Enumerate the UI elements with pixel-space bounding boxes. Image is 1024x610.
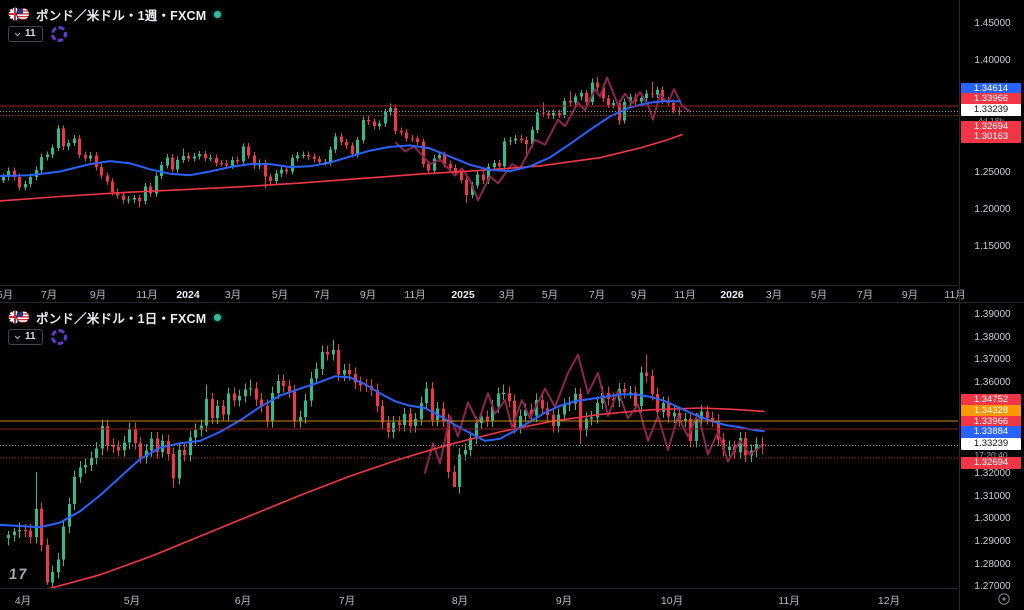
price-scale-divider [959, 0, 960, 610]
price-line-label: 1.33966 [961, 416, 1021, 428]
time-tick-label: 9月 [630, 289, 648, 301]
price-tick-label: 1.31000 [974, 491, 1011, 502]
indicator-count: 11 [25, 331, 36, 342]
time-tick-label: 3月 [224, 289, 242, 301]
time-tick-label: 11月 [674, 289, 696, 301]
daily-panel-header: ポンド／米ドル・1日・FXCM 11 [8, 309, 222, 345]
time-scale-weekly[interactable]: 5月 7月 9月 11月 2024 3月 5月 7月 9月 11月 2025 3月 5月 7月 9月 11月 2… [0, 285, 966, 303]
alert-price-label: 1.32694 [961, 121, 1021, 133]
indicator-count-button[interactable]: 11 [8, 329, 43, 345]
price-tick-label: 1.30000 [974, 513, 1011, 524]
market-open-status-icon [214, 10, 222, 18]
weekly-chart-canvas[interactable] [0, 0, 958, 284]
time-tick-label: 7月 [856, 289, 874, 301]
price-tick-label: 1.36000 [974, 377, 1011, 388]
price-scale[interactable]: 1.45000 1.40000 1.25000 1.20000 1.15000 1.390… [961, 0, 1024, 610]
ma-slow-value-label: 1.34752 [961, 394, 1021, 406]
time-tick-label: 3月 [498, 289, 516, 301]
symbol-title[interactable]: ポンド／米ドル・1日・FXCM [36, 311, 207, 326]
panel-divider[interactable] [0, 302, 1024, 303]
price-tick-label: 1.45000 [974, 18, 1011, 29]
ma-fast-value-label: 1.33884 [961, 426, 1021, 438]
time-tick-label: 4月 [14, 594, 32, 607]
price-tick-label: 1.15000 [974, 241, 1011, 252]
time-tick-label: 9月 [359, 289, 377, 301]
symbol-title[interactable]: ポンド／米ドル・1週・FXCM [36, 8, 207, 23]
time-tick-label: 12月 [877, 594, 901, 607]
price-tick-label: 1.39000 [974, 309, 1011, 320]
gbpusd-flags-icon [8, 310, 30, 324]
time-tick-label: 11月 [404, 289, 426, 301]
indicator-count: 11 [25, 28, 36, 39]
time-tick-label: 3月 [765, 289, 783, 301]
price-tick-label: 1.38000 [974, 332, 1011, 343]
countdown-label: 17:20:40 [961, 450, 1021, 460]
chevron-down-icon [14, 32, 21, 36]
alert-price-label: 1.32694 [961, 457, 1021, 469]
time-scale-daily[interactable]: 4月 5月 6月 7月 8月 9月 10月 11月 12月 [0, 588, 958, 610]
last-price-label: 1.33239 [961, 104, 1021, 116]
gbpusd-flags-icon [8, 7, 30, 21]
chevron-down-icon [14, 335, 21, 339]
market-open-status-icon [214, 313, 222, 321]
time-tick-label: 7月 [40, 289, 58, 301]
time-tick-label: 5月 [271, 289, 289, 301]
last-price-label: 1.33239 [961, 438, 1021, 450]
time-tick-label: 11月 [778, 594, 800, 607]
time-tick-label: 7月 [588, 289, 606, 301]
price-tick-label: 1.25000 [974, 167, 1011, 178]
time-tick-label: 11月 [136, 289, 158, 301]
price-tick-label: 1.20000 [974, 204, 1011, 215]
indicator-loading-icon [50, 329, 67, 345]
price-tick-label: 1.29000 [974, 536, 1011, 547]
price-tick-label: 1.37000 [974, 354, 1011, 365]
price-tick-label: 1.40000 [974, 55, 1011, 66]
tradingview-logo[interactable]: 17 [8, 566, 29, 583]
ma-fast-value-label: 1.34614 [961, 83, 1021, 95]
orange-line-label: 1.34328 [961, 405, 1021, 417]
time-tick-label: 6月 [234, 594, 252, 607]
price-line-label: 1.33966 [961, 93, 1021, 105]
time-tick-label: 10月 [660, 594, 684, 607]
time-tick-label: 5月 [541, 289, 559, 301]
time-tick-label: 7月 [338, 594, 356, 607]
time-tick-label: 7月 [313, 289, 331, 301]
weekly-panel-header: ポンド／米ドル・1週・FXCM 11 [8, 6, 222, 42]
ma-slow-value-label: 1.30163 [961, 131, 1021, 143]
indicator-loading-icon [50, 26, 67, 42]
price-tick-label: 1.32000 [974, 468, 1011, 479]
time-tick-label: 5月 [810, 289, 828, 301]
time-tick-label: 8月 [451, 594, 469, 607]
daily-chart-canvas[interactable] [0, 303, 958, 588]
time-tick-label: 5月 [0, 289, 14, 301]
time-tick-label: 9月 [901, 289, 919, 301]
time-tick-label: 2026 [720, 288, 744, 301]
time-tick-label: 9月 [555, 594, 573, 607]
time-tick-label: 2025 [451, 288, 475, 301]
time-tick-label: 11月 [944, 289, 966, 301]
price-tick-label: 1.28000 [974, 559, 1011, 570]
time-tick-label: 9月 [89, 289, 107, 301]
time-tick-label: 5月 [123, 594, 141, 607]
time-tick-label: 2024 [176, 288, 200, 301]
price-tick-label: 1.27000 [974, 581, 1011, 592]
crosshair-target-icon[interactable] [997, 592, 1011, 610]
indicator-count-button[interactable]: 11 [8, 26, 43, 42]
